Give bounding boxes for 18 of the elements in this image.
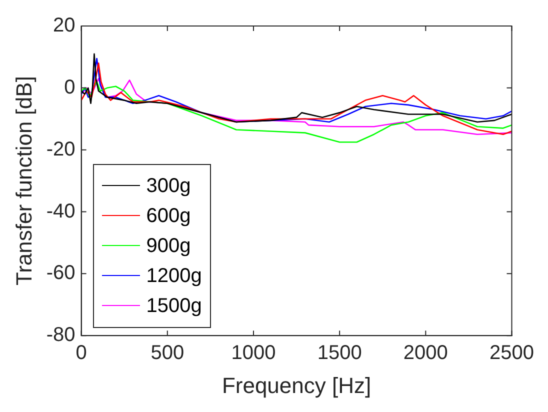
x-tick-label: 500 (150, 342, 184, 364)
y-axis-title: Transfer function [dB] (11, 76, 36, 286)
y-tick-label: 20 (53, 14, 76, 37)
legend-label: 1200g (146, 264, 202, 289)
legend-label: 1500g (146, 294, 202, 319)
y-tick-label: -20 (46, 138, 76, 160)
y-tick-label: 0 (64, 76, 76, 98)
y-tick-label: -60 (46, 262, 76, 284)
x-tick-label: 2500 (490, 342, 534, 364)
y-tick-label: -80 (46, 324, 76, 346)
x-axis-title: Frequency [Hz] (222, 372, 372, 398)
y-tick-label: -40 (46, 200, 76, 222)
x-tick-label: 1500 (317, 342, 362, 364)
legend-label: 300g (146, 174, 191, 199)
legend-label: 600g (146, 204, 191, 229)
x-tick-label: 1000 (231, 342, 276, 364)
x-tick-label: 2000 (403, 342, 448, 364)
legend-label: 900g (146, 234, 191, 259)
